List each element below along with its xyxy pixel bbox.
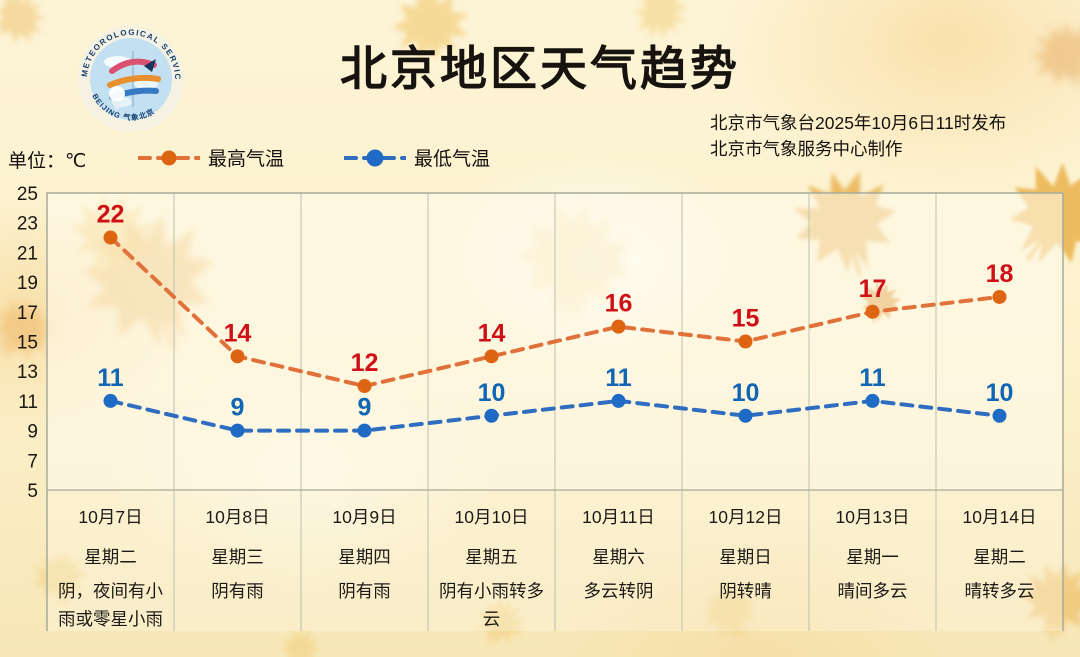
- publisher-line-1: 北京市气象台2025年10月6日11时发布: [710, 113, 1007, 133]
- day-weekday-label: 星期二: [84, 547, 137, 567]
- day-column: 10月12日 星期日阴转晴: [682, 492, 809, 632]
- y-axis-tick-label: 17: [17, 303, 38, 324]
- low-temp-point: [484, 408, 499, 423]
- high-temp-value-label: 14: [478, 319, 506, 347]
- day-weather-label: 晴间多云: [837, 581, 908, 601]
- day-weekday-label: 星期日: [719, 547, 772, 567]
- day-column: 10月7日星期二阴，夜间有小雨或零星小雨: [47, 492, 174, 632]
- day-weather-label: 阴有小雨转多云: [439, 581, 544, 629]
- day-weekday-label: 星期二: [973, 547, 1026, 567]
- high-temp-value-label: 18: [986, 260, 1014, 288]
- y-axis-tick-label: 9: [27, 422, 38, 443]
- low-temp-point: [738, 408, 753, 423]
- y-axis-tick-label: 5: [27, 481, 38, 502]
- day-date-label: 10月14日: [962, 507, 1037, 527]
- legend-item-low-temp: 最低气温: [344, 144, 490, 171]
- y-axis-tick-label: 7: [27, 451, 38, 472]
- day-weekday-label: 星期三: [211, 547, 264, 567]
- day-weather-label: 阴有雨: [338, 581, 391, 601]
- day-weekday-label: 星期六: [592, 547, 645, 567]
- high-temp-point: [357, 379, 372, 394]
- day-date-label: 10月10日: [454, 507, 529, 527]
- high-temp-value-label: 17: [859, 275, 887, 303]
- high-temp-value-label: 12: [351, 349, 379, 377]
- day-date-label: 10月12日: [708, 507, 783, 527]
- day-columns: 10月7日 星期二 阴，夜间有小雨或零星小雨 10月8日 星期三 阴有雨 10月9日 星期四阴…: [47, 492, 1063, 632]
- low-temp-value-label: 11: [859, 364, 886, 392]
- high-temp-value-label: 15: [732, 305, 760, 333]
- high-temp-point: [611, 319, 626, 334]
- low-temp-point: [357, 423, 372, 438]
- low-temp-point: [230, 423, 245, 438]
- day-column: 10月8日星期三阴有雨: [174, 492, 301, 632]
- day-date-label: 10月8日: [205, 507, 270, 527]
- day-date-label: 10月7日: [78, 507, 143, 527]
- low-temp-line: [108, 398, 1002, 433]
- day-column: 10月9日星期四阴有雨: [301, 492, 428, 632]
- low-temp-point: [611, 393, 626, 408]
- logo-balloon-icon: [109, 86, 125, 102]
- chart-legend: 最高气温 最低气温: [138, 144, 490, 171]
- low-temp-legend-label: 最低气温: [414, 149, 491, 170]
- high-temp-point: [992, 289, 1007, 304]
- low-temp-value-label: 9: [231, 394, 245, 422]
- day-column: 10月11日 星期六多云转阴: [555, 492, 682, 632]
- high-temp-legend-marker-icon: [138, 150, 200, 165]
- logo-orange-swoosh: [107, 74, 161, 88]
- low-temp-value-label: 9: [358, 394, 372, 422]
- y-axis-tick-label: 25: [17, 184, 38, 205]
- high-temp-point: [103, 230, 118, 245]
- low-temp-value-label: 10: [732, 379, 760, 407]
- low-temp-value-label: 10: [986, 379, 1014, 407]
- y-axis-tick-label: 11: [18, 392, 38, 413]
- day-date-label: 10月13日: [835, 507, 910, 527]
- page-title: 北京地区天气趋势: [340, 42, 740, 95]
- publisher-info: 北京市气象台2025年10月6日11时发布 北京市气象服务中心制作: [710, 110, 1006, 162]
- day-weekday-label: 星期一: [846, 547, 899, 567]
- y-axis-tick-label: 23: [17, 214, 38, 235]
- day-weather-label: 多云转阴: [583, 581, 654, 601]
- day-weather-label: 晴转多云: [964, 581, 1035, 601]
- day-weekday-label: 星期五: [465, 547, 518, 567]
- day-column: 10月10日 星期五阴有小雨转多云: [428, 492, 555, 632]
- high-temp-value-label: 16: [605, 290, 633, 318]
- day-weather-label: 阴有雨: [211, 581, 264, 601]
- high-temp-point: [230, 349, 245, 364]
- low-temp-value-label: 11: [97, 364, 124, 392]
- y-axis-tick-label: 21: [17, 243, 38, 264]
- high-temp-point: [484, 349, 499, 364]
- high-temp-value-label: 22: [97, 201, 125, 229]
- day-weather-label: 阴，夜间有小雨或零星小雨: [58, 581, 163, 629]
- y-axis-tick-label: 19: [17, 273, 38, 294]
- low-temp-value-label: 10: [478, 379, 506, 407]
- low-temp-point: [992, 408, 1007, 423]
- day-column: 10月14日 星期二晴转多云: [936, 492, 1063, 632]
- legend-item-high-temp: 最高气温: [138, 144, 284, 171]
- day-weather-label: 阴转晴: [719, 581, 772, 601]
- publisher-line-2: 北京市气象服务中心制作: [710, 139, 903, 159]
- chart-border: [46, 192, 1064, 631]
- high-temp-point: [738, 334, 753, 349]
- high-temp-value-label: 14: [224, 319, 252, 347]
- beijing-meteorological-service-logo: METEOROLOGICAL SERVICE BEIJING 气象北京: [76, 24, 184, 132]
- day-weekday-label: 星期四: [338, 547, 391, 567]
- y-axis-tick-label: 13: [17, 362, 38, 383]
- low-temp-value-label: 11: [605, 364, 632, 392]
- logo-arrow-icon: [144, 59, 156, 72]
- high-temp-legend-label: 最高气温: [208, 149, 285, 170]
- low-temp-legend-marker-icon: [344, 149, 407, 166]
- high-temp-point: [865, 304, 880, 319]
- day-date-label: 10月11日: [582, 507, 655, 527]
- high-temp-line: [108, 235, 1002, 389]
- low-temp-point: [103, 393, 118, 408]
- unit-label: 单位：℃: [8, 151, 87, 172]
- low-temp-point: [865, 393, 880, 408]
- day-date-label: 10月9日: [332, 507, 397, 527]
- y-axis-tick-label: 15: [17, 333, 38, 354]
- day-column: 10月13日 星期一晴间多云: [809, 492, 936, 632]
